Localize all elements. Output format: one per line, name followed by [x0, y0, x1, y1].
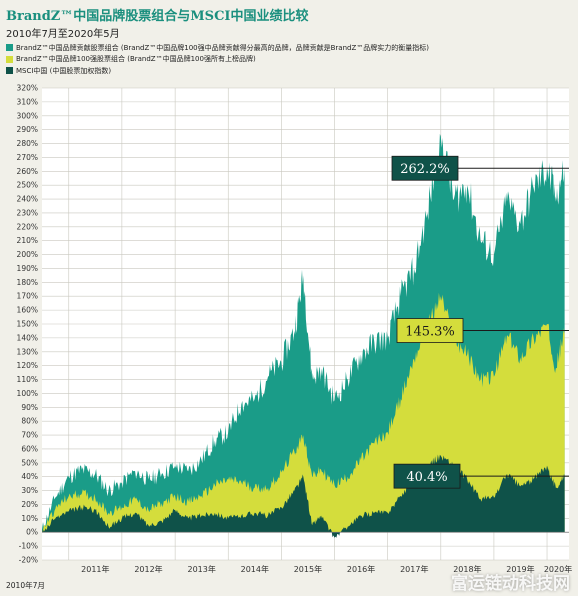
legend-label-contribution: BrandZ™中国品牌贡献股票组合 (BrandZ™中国品牌100强中品牌贡献得…	[16, 43, 429, 52]
callout-box	[391, 155, 459, 181]
y-tick-label: 300%	[17, 111, 38, 120]
x-tick-label: 2016年	[347, 564, 375, 574]
x-tick-label: 2019年	[506, 564, 534, 574]
y-tick-label: -20%	[19, 556, 38, 565]
legend-item-contribution: BrandZ™中国品牌贡献股票组合 (BrandZ™中国品牌100强中品牌贡献得…	[6, 42, 429, 54]
y-tick-label: 250%	[17, 181, 38, 190]
y-tick-label: 140%	[17, 333, 38, 342]
y-tick-label: 50%	[21, 458, 38, 467]
y-tick-label: 90%	[21, 403, 38, 412]
callout-box	[396, 318, 464, 343]
chart-title: BrandZ™中国品牌股票组合与MSCI中国业绩比较	[6, 9, 309, 24]
x-tick-label: 2017年	[400, 564, 428, 574]
y-tick-label: 160%	[17, 306, 38, 315]
y-tick-label: 0%	[26, 528, 38, 537]
x-tick-label: 2020年	[544, 564, 572, 574]
legend-swatch-msci	[6, 67, 13, 75]
y-tick-label: 290%	[17, 125, 38, 134]
callout-contribution: 262.2%	[391, 155, 569, 181]
y-tick-label: 150%	[17, 320, 38, 329]
legend-item-msci: MSCI中国 (中国股票加权指数)	[6, 65, 429, 77]
x-tick-label: 2015年	[294, 564, 322, 574]
y-tick-label: 180%	[17, 278, 38, 287]
y-tick-label: 210%	[17, 236, 38, 245]
callout-label: 40.4%	[406, 470, 447, 485]
callout-box	[393, 463, 461, 489]
legend-swatch-top100	[6, 55, 13, 63]
x-tick-label: 2018年	[453, 564, 481, 574]
callout-top100: 145.3%	[396, 318, 569, 343]
y-tick-label: 40%	[21, 472, 38, 481]
legend-swatch-contribution	[6, 44, 13, 52]
callout-label: 145.3%	[405, 325, 455, 340]
callout-label: 262.2%	[400, 162, 450, 177]
x-tick-label: 2011年	[81, 564, 109, 574]
y-tick-label: 260%	[17, 167, 38, 176]
x-tick-label: 2014年	[241, 564, 269, 574]
legend-label-msci: MSCI中国 (中国股票加权指数)	[16, 66, 112, 75]
y-tick-label: -10%	[19, 542, 38, 551]
y-tick-label: 280%	[17, 139, 38, 148]
y-tick-label: 130%	[17, 347, 38, 356]
y-tick-label: 110%	[17, 375, 38, 384]
legend-label-top100: BrandZ™中国品牌100强股票组合 (BrandZ™中国品牌100强所有上榜…	[16, 55, 256, 64]
y-tick-label: 10%	[21, 514, 38, 523]
legend-item-top100: BrandZ™中国品牌100强股票组合 (BrandZ™中国品牌100强所有上榜…	[6, 54, 429, 66]
y-tick-label: 240%	[17, 195, 38, 204]
y-tick-label: 60%	[21, 444, 38, 453]
chart-subtitle: 2010年7月至2020年5月	[6, 29, 120, 40]
y-tick-label: 230%	[17, 208, 38, 217]
y-tick-label: 170%	[17, 292, 38, 301]
chart-legend: BrandZ™中国品牌贡献股票组合 (BrandZ™中国品牌100强中品牌贡献得…	[6, 42, 429, 77]
y-tick-label: 70%	[21, 431, 38, 440]
y-tick-label: 80%	[21, 417, 38, 426]
y-tick-label: 320%	[17, 84, 38, 93]
y-tick-label: 190%	[17, 264, 38, 273]
y-tick-label: 120%	[17, 361, 38, 370]
y-tick-label: 30%	[21, 486, 38, 495]
y-tick-label: 200%	[17, 250, 38, 259]
y-tick-label: 220%	[17, 222, 38, 231]
watermark-text: 富运链动科技网	[451, 574, 570, 594]
x-start-label: 2010年7月	[6, 580, 45, 590]
y-tick-label: 100%	[17, 389, 38, 398]
x-tick-label: 2012年	[134, 564, 162, 574]
y-tick-label: 20%	[21, 500, 38, 509]
x-tick-label: 2013年	[188, 564, 216, 574]
callout-msci: 40.4%	[393, 463, 569, 489]
y-tick-label: 310%	[17, 97, 38, 106]
y-tick-label: 270%	[17, 153, 38, 162]
